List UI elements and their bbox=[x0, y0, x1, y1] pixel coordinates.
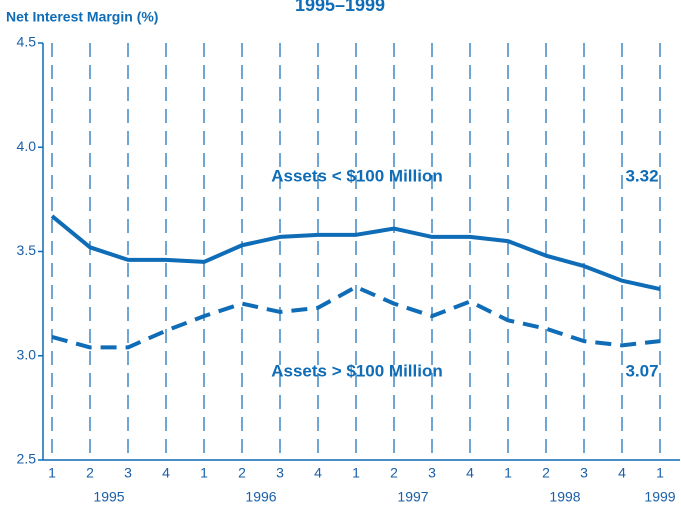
x-group-label: 1996 bbox=[245, 489, 276, 505]
series-line bbox=[51, 284, 661, 350]
series-label: Assets > $100 Million bbox=[271, 361, 443, 380]
x-tick-label: 1 bbox=[656, 465, 664, 481]
series-line bbox=[50, 214, 661, 291]
series-label: Assets < $100 Million bbox=[271, 166, 443, 185]
y-tick-label: 4.0 bbox=[17, 138, 37, 154]
x-group-label: 1995 bbox=[93, 489, 124, 505]
x-tick-label: 3 bbox=[428, 465, 436, 481]
y-axis-label: Net Interest Margin (%) bbox=[6, 9, 158, 25]
x-tick-label: 2 bbox=[390, 465, 398, 481]
x-group-label: 1998 bbox=[549, 489, 580, 505]
x-group-label: 1999 bbox=[644, 489, 675, 505]
x-group-label: 1997 bbox=[397, 489, 428, 505]
x-tick-label: 3 bbox=[580, 465, 588, 481]
x-tick-label: 4 bbox=[162, 465, 170, 481]
x-tick-label: 4 bbox=[466, 465, 474, 481]
x-tick-label: 2 bbox=[238, 465, 246, 481]
x-tick-label: 4 bbox=[314, 465, 322, 481]
x-tick-label: 4 bbox=[618, 465, 626, 481]
y-tick-label: 4.5 bbox=[17, 34, 37, 50]
x-tick-label: 3 bbox=[276, 465, 284, 481]
x-tick-label: 1 bbox=[200, 465, 208, 481]
x-tick-label: 1 bbox=[352, 465, 360, 481]
x-tick-label: 2 bbox=[542, 465, 550, 481]
end-value-label: 3.32 bbox=[625, 166, 658, 185]
end-value-label: 3.07 bbox=[625, 361, 658, 380]
y-tick-label: 3.5 bbox=[17, 242, 37, 258]
y-tick-label: 3.0 bbox=[17, 346, 37, 362]
y-tick-label: 2.5 bbox=[17, 451, 37, 467]
x-tick-label: 3 bbox=[124, 465, 132, 481]
x-tick-label: 1 bbox=[504, 465, 512, 481]
x-tick-label: 1 bbox=[48, 465, 56, 481]
x-tick-label: 2 bbox=[86, 465, 94, 481]
chart-title: 1995–1999 bbox=[295, 0, 385, 15]
